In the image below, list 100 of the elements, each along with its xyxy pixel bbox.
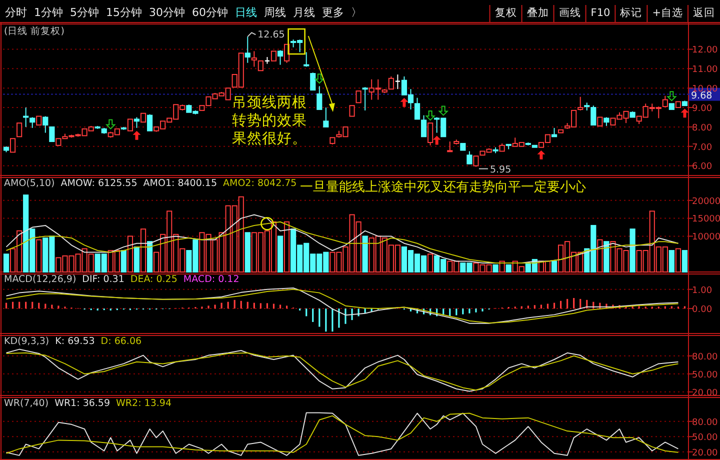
bar xyxy=(284,221,290,272)
annotation: AMOW: 6125.55 xyxy=(60,178,138,189)
y-tick-label: 10000 xyxy=(692,232,720,243)
text: AMO1: 8400.15 xyxy=(143,178,217,189)
candlestick xyxy=(420,114,427,138)
candlestick xyxy=(42,116,48,134)
candlestick xyxy=(258,60,264,72)
candlestick xyxy=(362,86,368,111)
text: 日线 xyxy=(235,6,257,19)
series-label: WR1: 36.59 xyxy=(54,398,110,409)
bar xyxy=(3,254,10,272)
bar xyxy=(682,250,688,272)
y-tick-label: 50.00 xyxy=(692,370,718,380)
candlestick xyxy=(388,76,394,90)
chart-title: (日线 前复权) xyxy=(4,25,64,37)
y-tick-label: 20.00 xyxy=(692,448,718,458)
annotation: 5.95 xyxy=(490,164,512,176)
bar xyxy=(597,239,603,272)
candlestick xyxy=(251,50,257,68)
bar xyxy=(428,254,434,272)
candlestick xyxy=(590,105,596,126)
candlestick xyxy=(277,50,284,66)
y-tick-label: 1.00 xyxy=(692,286,712,296)
annotation: 一旦量能线上涨途中死叉还有走势向平一定要小心 xyxy=(300,179,586,195)
candlestick xyxy=(356,90,362,104)
y-tick-label: 15000 xyxy=(692,214,720,225)
candlestick xyxy=(127,118,134,132)
text: F10 xyxy=(590,7,610,19)
y-tick-label: 0.00 xyxy=(692,304,712,315)
bar xyxy=(362,236,368,272)
y-tick-label: 11.00 xyxy=(692,65,718,76)
text: WR2: 13.94 xyxy=(116,398,172,409)
text: 5分钟 xyxy=(70,6,99,19)
candlestick xyxy=(414,97,420,120)
bar xyxy=(127,236,134,272)
candlestick xyxy=(16,122,22,138)
bar xyxy=(675,248,682,272)
text: 叠加 xyxy=(526,6,549,19)
y-tick-label: 20000 xyxy=(692,196,720,207)
candlestick xyxy=(662,95,668,108)
bar xyxy=(244,232,250,272)
bar xyxy=(492,264,498,272)
candlestick xyxy=(134,116,140,128)
bar xyxy=(146,241,153,272)
candlestick xyxy=(244,36,250,64)
chart-title: KD(9,3,3) xyxy=(4,336,50,347)
y-tick-label: 12.00 xyxy=(692,46,718,56)
annotation: MACD: 0.12 xyxy=(183,274,240,285)
candlestick xyxy=(323,107,329,128)
text: 〉 xyxy=(351,6,362,19)
text: +自选 xyxy=(652,6,683,19)
annotation: 吊颈线两根转势的效果果然很好。 xyxy=(232,94,307,147)
bar xyxy=(36,239,42,272)
y-tick-label: 8.00 xyxy=(692,123,712,134)
text: 30分钟 xyxy=(149,6,185,19)
candlestick xyxy=(310,72,316,91)
series-label: DIF: 0.31 xyxy=(82,274,124,285)
candlestick xyxy=(447,141,453,152)
text: 60分钟 xyxy=(192,6,228,19)
series-label: D: 66.06 xyxy=(100,336,142,347)
candlestick xyxy=(10,138,16,153)
candlestick xyxy=(473,156,479,168)
y-tick-label: 80.00 xyxy=(692,418,718,428)
text: 周线 xyxy=(264,6,286,19)
y-tick-label: 80.00 xyxy=(692,352,718,362)
text: 复权 xyxy=(494,7,517,19)
series-label: DEA: 0.25 xyxy=(130,274,178,285)
text: 画线 xyxy=(558,6,581,19)
candlestick xyxy=(349,105,355,117)
candlestick xyxy=(270,50,277,62)
candlestick xyxy=(146,114,153,132)
text: 15分钟 xyxy=(106,6,142,19)
y-tick-label: 9.00 xyxy=(692,104,712,114)
text: 1分钟 xyxy=(34,6,63,19)
text: 分时 xyxy=(5,6,27,19)
bar xyxy=(134,246,140,272)
chart-title: WR(7,40) xyxy=(4,398,49,409)
bar xyxy=(120,250,126,272)
text: 标记 xyxy=(619,7,642,19)
bar xyxy=(140,228,146,272)
bar xyxy=(277,236,284,272)
y-tick-label: 6.00 xyxy=(692,162,712,172)
candlestick xyxy=(304,52,310,68)
candlestick xyxy=(466,150,472,164)
text: AMO2: 8042.75 xyxy=(223,178,297,189)
bar xyxy=(630,228,636,272)
bar xyxy=(604,241,610,272)
bar xyxy=(506,264,512,272)
bar xyxy=(668,250,674,272)
candlestick xyxy=(49,126,55,142)
bar xyxy=(551,260,558,272)
candlestick xyxy=(578,96,584,111)
y-tick-label: 50.00 xyxy=(692,433,718,444)
candlestick xyxy=(394,74,401,90)
series-label: K: 69.53 xyxy=(55,336,95,347)
candlestick xyxy=(316,86,322,110)
chart-title: MACD(12,26,9) xyxy=(4,274,76,285)
y-tick-label: 7.00 xyxy=(692,142,712,153)
candlestick xyxy=(428,122,434,146)
text: 更多 xyxy=(322,6,344,19)
